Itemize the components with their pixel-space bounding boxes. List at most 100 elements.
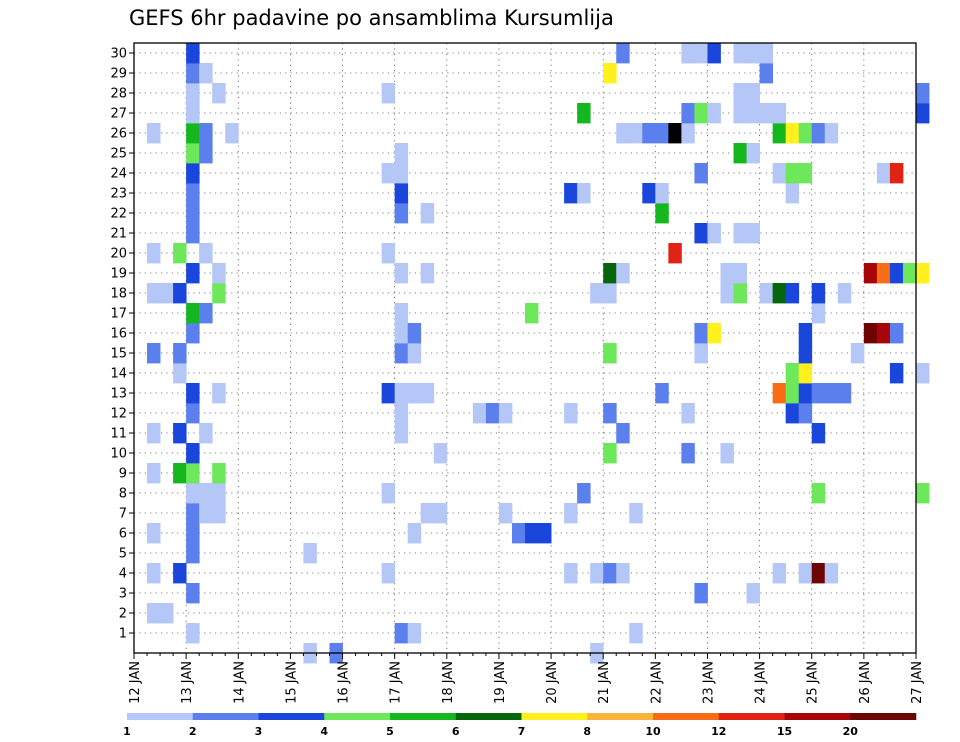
precip-cell bbox=[681, 403, 695, 424]
precip-cell bbox=[186, 43, 200, 64]
precip-cell bbox=[394, 343, 409, 364]
precip-cell bbox=[707, 103, 721, 124]
precip-cell bbox=[394, 203, 409, 224]
x-tick-label: 23 JAN bbox=[701, 661, 716, 704]
precip-cell bbox=[811, 283, 826, 304]
precip-cell bbox=[603, 63, 617, 84]
precip-cell bbox=[655, 183, 669, 204]
precip-cell bbox=[199, 243, 213, 264]
y-tick-label: 29 bbox=[110, 67, 127, 82]
precip-cell bbox=[538, 523, 552, 544]
y-tick-label: 30 bbox=[110, 47, 127, 62]
colorbar-label: 3 bbox=[255, 725, 263, 738]
colorbar-label: 6 bbox=[452, 725, 460, 738]
precip-cell bbox=[590, 563, 604, 584]
precip-cell bbox=[681, 43, 695, 64]
precip-cell bbox=[746, 43, 760, 64]
precip-cell bbox=[759, 283, 774, 304]
precip-cell bbox=[746, 583, 760, 604]
colorbar-swatch bbox=[324, 713, 391, 720]
precip-cell bbox=[642, 123, 656, 144]
precip-cell bbox=[173, 283, 187, 304]
precip-cell bbox=[173, 343, 187, 364]
precip-cell bbox=[577, 183, 591, 204]
precip-cell bbox=[850, 343, 865, 364]
precip-cell bbox=[759, 43, 774, 64]
precip-cell bbox=[394, 183, 409, 204]
precip-cell bbox=[798, 383, 813, 404]
precip-cell bbox=[186, 463, 200, 484]
precip-cell bbox=[381, 483, 396, 504]
y-tick-label: 9 bbox=[119, 467, 127, 482]
precip-cell bbox=[889, 323, 904, 344]
precip-cell bbox=[889, 263, 904, 284]
y-tick-label: 16 bbox=[110, 327, 127, 342]
precip-cell bbox=[212, 83, 226, 104]
precip-cell bbox=[147, 423, 161, 444]
precip-cell bbox=[199, 303, 213, 324]
precip-cell bbox=[668, 123, 682, 144]
precip-cell bbox=[186, 183, 200, 204]
y-tick-label: 13 bbox=[110, 387, 127, 402]
precip-cell bbox=[824, 383, 839, 404]
precip-cell bbox=[603, 283, 617, 304]
precip-cell bbox=[199, 63, 213, 84]
y-tick-label: 18 bbox=[110, 287, 127, 302]
x-tick-label: 27 JAN bbox=[910, 661, 925, 704]
precip-cell bbox=[655, 203, 669, 224]
precip-cell bbox=[394, 143, 409, 164]
precip-cell bbox=[173, 463, 187, 484]
precip-cell bbox=[837, 283, 852, 304]
precip-cell bbox=[798, 323, 813, 344]
colorbar-swatch bbox=[521, 713, 588, 720]
precip-cell bbox=[916, 363, 930, 384]
precip-cell bbox=[186, 103, 200, 124]
precip-cell bbox=[772, 283, 787, 304]
precip-cell bbox=[772, 383, 787, 404]
precip-cell bbox=[394, 323, 409, 344]
precip-cell bbox=[759, 63, 774, 84]
x-tick-label: 12 JAN bbox=[128, 661, 143, 704]
colorbar-label: 1 bbox=[123, 725, 131, 738]
precip-cell bbox=[186, 83, 200, 104]
precip-cell bbox=[603, 403, 617, 424]
precip-cell bbox=[525, 523, 539, 544]
y-tick-label: 14 bbox=[110, 367, 127, 382]
colorbar-label: 15 bbox=[777, 725, 792, 738]
precip-cell bbox=[199, 423, 213, 444]
precip-cell bbox=[916, 83, 930, 104]
colorbar-swatch bbox=[127, 713, 194, 720]
precip-cell bbox=[590, 283, 604, 304]
precip-cell bbox=[616, 563, 630, 584]
precip-cell bbox=[394, 383, 409, 404]
precip-cell bbox=[824, 563, 839, 584]
precip-cell bbox=[798, 343, 813, 364]
precip-cell bbox=[186, 623, 200, 644]
precip-cell bbox=[498, 403, 513, 424]
y-tick-label: 22 bbox=[110, 207, 127, 222]
precip-cell bbox=[655, 383, 669, 404]
precip-cell bbox=[811, 563, 826, 584]
precip-cell bbox=[785, 123, 800, 144]
precip-cell bbox=[199, 143, 213, 164]
precip-cell bbox=[186, 503, 200, 524]
precip-cell bbox=[785, 363, 800, 384]
colorbar-label: 4 bbox=[320, 725, 328, 738]
x-tick-label: 21 JAN bbox=[597, 661, 612, 704]
x-tick-label: 26 JAN bbox=[858, 661, 873, 704]
precip-cell bbox=[772, 123, 787, 144]
precip-cell bbox=[186, 403, 200, 424]
y-axis: 1234567891011121314151617181920212223242… bbox=[110, 47, 134, 642]
precip-cell bbox=[876, 323, 891, 344]
x-tick-label: 17 JAN bbox=[389, 661, 404, 704]
precip-cell bbox=[381, 163, 396, 184]
precip-cell bbox=[147, 283, 161, 304]
x-tick-label: 15 JAN bbox=[284, 661, 299, 704]
precip-cell bbox=[707, 323, 721, 344]
precip-cell bbox=[798, 403, 813, 424]
y-tick-label: 2 bbox=[119, 607, 127, 622]
precip-cell bbox=[863, 263, 878, 284]
precip-cell bbox=[225, 123, 239, 144]
precip-cell bbox=[212, 283, 226, 304]
